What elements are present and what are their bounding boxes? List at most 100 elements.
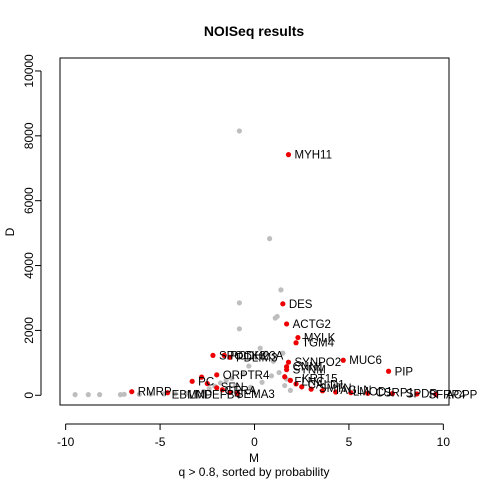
background-point bbox=[200, 388, 207, 394]
significant-point bbox=[221, 352, 227, 358]
gene-label: MYH11 bbox=[294, 150, 332, 162]
background-point bbox=[97, 392, 103, 398]
background-point bbox=[172, 391, 178, 397]
significant-point bbox=[340, 357, 346, 363]
gene-label: SYNM bbox=[293, 365, 326, 377]
background-point bbox=[240, 371, 246, 377]
background-point bbox=[267, 236, 273, 242]
background-points bbox=[72, 128, 293, 398]
gene-label: SFN bbox=[221, 382, 244, 394]
significant-point bbox=[214, 372, 220, 378]
significant-point bbox=[227, 389, 233, 395]
significant-point bbox=[299, 384, 305, 390]
significant-point bbox=[308, 386, 314, 392]
background-point bbox=[85, 392, 91, 398]
significant-point bbox=[204, 380, 210, 387]
significant-point bbox=[287, 377, 293, 383]
x-tick-label: 0 bbox=[251, 435, 258, 449]
gene-label: RMRP bbox=[138, 387, 172, 399]
gene-label: SFRP4 bbox=[428, 389, 466, 401]
significant-point bbox=[293, 381, 299, 387]
y-tick-label: 4000 bbox=[22, 252, 36, 279]
y-tick-label: 10000 bbox=[22, 54, 36, 88]
y-tick-label: 2000 bbox=[22, 317, 36, 344]
significant-point bbox=[433, 391, 439, 397]
gene-label: EBMN bbox=[172, 390, 205, 402]
background-point bbox=[206, 386, 212, 392]
gene-label: MYLK bbox=[304, 333, 336, 345]
gene-label: TGM4 bbox=[302, 338, 335, 350]
x-axis: -10 -5 0 5 10 bbox=[57, 423, 450, 449]
background-point bbox=[236, 128, 242, 134]
significant-point bbox=[333, 389, 339, 395]
significant-point bbox=[293, 340, 299, 346]
background-point bbox=[233, 382, 239, 389]
background-point bbox=[268, 373, 275, 379]
significant-point bbox=[285, 359, 292, 365]
y-tick-label: 8000 bbox=[22, 122, 36, 149]
significant-point bbox=[385, 368, 392, 374]
background-point bbox=[251, 353, 258, 359]
background-point bbox=[72, 392, 78, 398]
background-point bbox=[136, 391, 142, 397]
significant-point bbox=[280, 301, 286, 307]
significant-point bbox=[219, 387, 225, 393]
background-point bbox=[270, 358, 276, 364]
background-point bbox=[278, 287, 284, 293]
significant-point bbox=[295, 334, 301, 341]
gene-label: MUC6 bbox=[349, 355, 382, 367]
significant-point bbox=[284, 321, 290, 327]
background-point bbox=[193, 389, 199, 395]
x-tick-label: 5 bbox=[346, 435, 353, 449]
significant-point bbox=[214, 385, 220, 391]
significant-point bbox=[189, 378, 195, 384]
chart-subtitle: q > 0.8, sorted by probability bbox=[178, 465, 329, 479]
significant-point bbox=[227, 354, 233, 360]
gene-label: GFRA bbox=[225, 386, 257, 398]
y-tick-label: 0 bbox=[22, 392, 36, 399]
background-point bbox=[148, 391, 154, 397]
gene-label: DEFB4 bbox=[204, 390, 242, 402]
background-point bbox=[183, 390, 190, 396]
background-point bbox=[257, 345, 263, 351]
background-point bbox=[274, 313, 280, 320]
gene-label: TAGLN bbox=[334, 385, 372, 397]
gene-label: CALD1 bbox=[308, 380, 345, 392]
significant-point bbox=[234, 390, 241, 396]
background-point bbox=[246, 363, 252, 369]
background-point bbox=[282, 382, 288, 389]
gene-label: SYNPO2 bbox=[294, 357, 341, 369]
gene-label: LMP bbox=[189, 390, 213, 402]
gene-label: PC bbox=[198, 376, 214, 388]
plot-frame bbox=[59, 57, 450, 406]
chart-title: NOISeq results bbox=[204, 23, 305, 39]
gene-label: DES bbox=[289, 299, 313, 311]
gene-label: SPDR bbox=[406, 388, 438, 400]
gene-label: LMOD1 bbox=[353, 387, 393, 399]
background-point bbox=[248, 384, 254, 390]
gene-label: SEMA3 bbox=[236, 389, 275, 401]
background-point bbox=[287, 387, 293, 394]
significant-point bbox=[285, 152, 292, 158]
x-tick-label: -10 bbox=[57, 435, 75, 449]
gene-label: ORPTR4 bbox=[223, 370, 270, 382]
gene-label: PCDH23A bbox=[230, 350, 283, 362]
background-point bbox=[263, 350, 269, 356]
background-point bbox=[280, 350, 286, 356]
background-point bbox=[121, 391, 127, 397]
significant-points bbox=[129, 152, 439, 397]
significant-point bbox=[319, 388, 326, 394]
significant-point bbox=[210, 352, 216, 358]
gene-label: PIP bbox=[395, 366, 414, 378]
gene-label: ACPP bbox=[446, 390, 478, 402]
significant-point bbox=[199, 374, 205, 380]
background-point bbox=[229, 375, 235, 382]
gene-label: ACTG2 bbox=[293, 319, 331, 331]
y-axis-label: D bbox=[3, 227, 17, 236]
significant-point bbox=[129, 389, 135, 395]
background-point bbox=[223, 377, 229, 383]
gene-label: FLNC bbox=[294, 377, 324, 389]
gene-label: SMTN bbox=[319, 383, 352, 395]
